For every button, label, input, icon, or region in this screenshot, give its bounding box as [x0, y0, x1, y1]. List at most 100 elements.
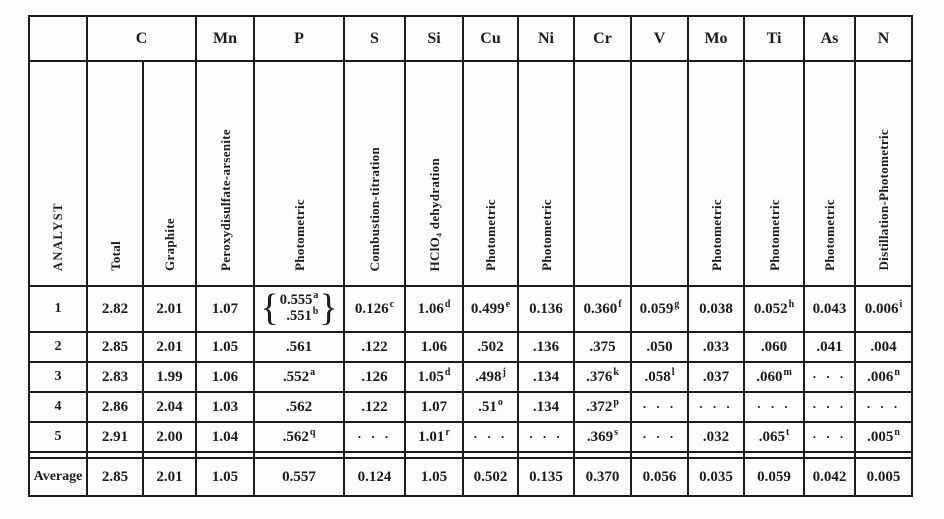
footnote-mark: o — [497, 396, 503, 408]
value-cell: .498j — [462, 361, 519, 393]
method-label: Photometric — [766, 199, 782, 271]
double-rule-spacer — [28, 451, 913, 459]
average-value-cell: 0.035 — [687, 457, 745, 497]
method-header-cell: Photometric — [517, 60, 575, 287]
value-cell: .134 — [517, 361, 575, 393]
average-value-cell: 0.042 — [803, 457, 856, 497]
value-cell: 1.06 — [404, 331, 464, 363]
analyst-row: 1 2.82 2.01 1.07{0.555a .551b} 0.126c 1.06d 0.4… — [28, 285, 913, 333]
method-label: Total — [107, 241, 123, 271]
method-header-cell: Total — [86, 60, 144, 287]
value-cell: · · · — [803, 391, 856, 423]
method-header-cell: Photometric — [803, 60, 856, 287]
value-cell: .376k — [573, 361, 632, 393]
value-cell: 2.01 — [142, 331, 197, 363]
value-cell: 0.499e — [462, 285, 519, 333]
double-rule-segment — [253, 451, 345, 459]
value-cell: 2.04 — [142, 391, 197, 423]
average-value-cell: 0.502 — [462, 457, 519, 497]
value-cell: 2.85 — [86, 331, 144, 363]
value-cell: 2.91 — [86, 421, 144, 453]
footnote-mark: b — [312, 306, 319, 318]
average-value-cell: 1.05 — [195, 457, 255, 497]
double-rule-segment — [743, 451, 805, 459]
value-cell: 1.07 — [404, 391, 464, 423]
value-cell: .060 — [743, 331, 805, 363]
method-label: Peroxydisulfate-arsenite — [217, 129, 233, 271]
element-header-V: V — [630, 15, 689, 62]
analyst-row: 5 2.91 2.00 1.04.562q · · · 1.01r · · · · · · .3… — [28, 421, 913, 453]
element-header-P: P — [253, 15, 345, 62]
value-cell: 0.136 — [517, 285, 575, 333]
analyst-row-label: 5 — [28, 421, 88, 453]
value-cell: 2.00 — [142, 421, 197, 453]
method-label: Photometric — [708, 199, 724, 271]
average-value-cell: 0.005 — [854, 457, 913, 497]
value-cell: 0.360f — [573, 285, 632, 333]
right-brace: } — [319, 286, 338, 329]
double-rule-segment — [573, 451, 632, 459]
footnote-mark: k — [613, 366, 619, 378]
average-value-cell: 0.059 — [743, 457, 805, 497]
braced-pair: {0.555a .551b} — [256, 286, 342, 329]
value-cell: · · · — [803, 361, 856, 393]
analyst-header-label: ANALYST — [50, 201, 65, 271]
footnote-mark: h — [788, 298, 795, 310]
value-cell: .122 — [343, 391, 406, 423]
braced-values: 0.555a .551b — [279, 290, 319, 325]
footnote-mark: p — [613, 396, 619, 408]
value-cell: 1.03 — [195, 391, 255, 423]
element-header-N: N — [854, 15, 913, 62]
value-cell: 1.05 — [195, 331, 255, 363]
average-value-cell: 2.85 — [86, 457, 144, 497]
value-cell: 0.038 — [687, 285, 745, 333]
footnote-mark: d — [444, 366, 451, 378]
element-header-Si: Si — [404, 15, 464, 62]
element-header-S: S — [343, 15, 406, 62]
analyst-row: 2 2.85 2.01 1.05.561.122 1.06.502.136.375.05… — [28, 331, 913, 363]
double-rule-segment — [630, 451, 689, 459]
value-cell: .065t — [743, 421, 805, 453]
value-cell: · · · — [687, 391, 745, 423]
double-rule-segment — [86, 451, 144, 459]
value-cell: .122 — [343, 331, 406, 363]
method-label: Photometric — [538, 199, 554, 271]
method-label: Graphite — [162, 218, 177, 271]
value-cell: .502 — [462, 331, 519, 363]
analyst-row: 3 2.83 1.99 1.06.552a .126 1.05d .498j .134.376… — [28, 361, 913, 393]
element-header-Ti: Ti — [743, 15, 805, 62]
average-value-cell: 0.056 — [630, 457, 689, 497]
value-cell: .060m — [743, 361, 805, 393]
value-cell: · · · — [343, 421, 406, 453]
analyst-row: 4 2.86 2.04 1.03.562.122 1.07.51o .134.372p · … — [28, 391, 913, 423]
footnote-mark: l — [671, 366, 675, 378]
footnote-mark: s — [614, 426, 619, 438]
value-cell: · · · — [854, 391, 913, 423]
footnote-mark: n — [894, 426, 900, 438]
average-value-cell: 0.370 — [573, 457, 632, 497]
analyst-row-label: 4 — [28, 391, 88, 423]
value-cell: .037 — [687, 361, 745, 393]
value-cell: .552a — [253, 361, 345, 393]
value-cell: {0.555a .551b} — [253, 285, 345, 333]
value-cell: .126 — [343, 361, 406, 393]
footnote-mark: a — [310, 366, 316, 378]
method-label: Photometric — [822, 199, 837, 271]
empty-method-cell — [630, 60, 689, 287]
method-label: Combustion-titration — [367, 146, 382, 271]
method-label: Distillation-Photometric — [876, 129, 891, 271]
value-cell: 2.86 — [86, 391, 144, 423]
element-header-Ni: Ni — [517, 15, 575, 62]
analysis-table: C Mn P S Si Cu Ni Cr V Mo Ti As N ANALYST Total Graphi… — [28, 15, 913, 497]
footnote-mark: t — [785, 426, 790, 438]
footnote-mark: i — [899, 298, 903, 310]
element-header-Cr: Cr — [573, 15, 632, 62]
footnote-mark: n — [894, 366, 900, 378]
value-cell: 0.006i — [854, 285, 913, 333]
analyst-header-cell: ANALYST — [28, 60, 88, 287]
double-rule-segment — [195, 451, 255, 459]
method-header-cell: Distillation-Photometric — [854, 60, 913, 287]
value-cell: 2.83 — [86, 361, 144, 393]
braced-value: 0.555a — [279, 290, 319, 309]
